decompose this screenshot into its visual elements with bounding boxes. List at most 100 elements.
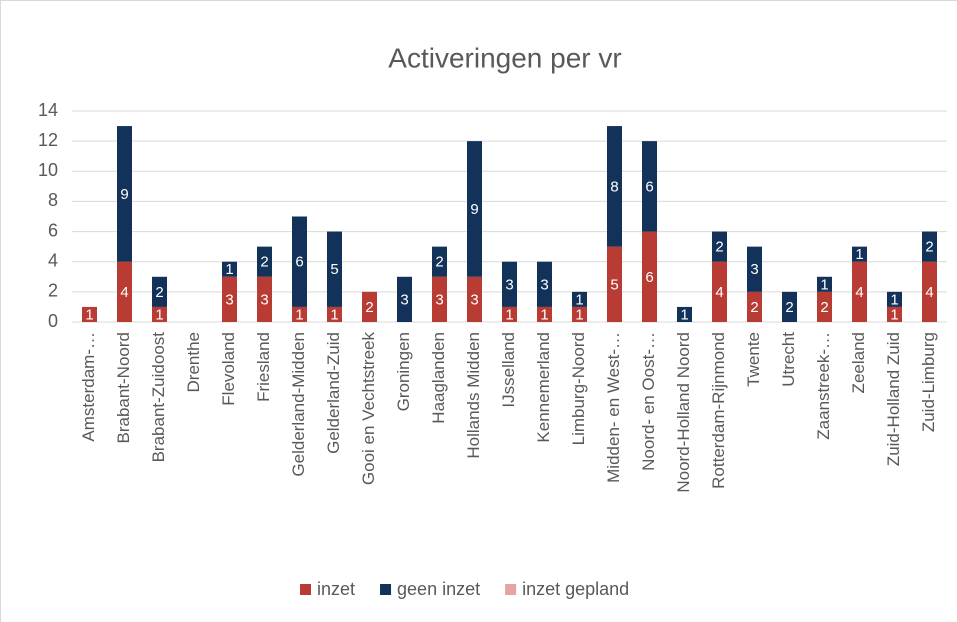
data-label: 5 [330, 261, 338, 278]
x-tick-label: Utrecht [779, 332, 798, 387]
data-label: 3 [470, 291, 478, 308]
bar-segment [537, 261, 552, 307]
data-label: 6 [645, 178, 653, 195]
bar-segment [502, 261, 517, 307]
data-label: 4 [925, 284, 933, 301]
bar-segment [677, 306, 692, 322]
data-label: 4 [855, 284, 863, 301]
data-label: 3 [260, 291, 268, 308]
bar-segment [572, 291, 587, 307]
bar-segment [712, 261, 727, 322]
x-tick-label: Twente [744, 332, 763, 387]
y-tick-label: 8 [48, 190, 58, 210]
data-label: 3 [435, 291, 443, 308]
bar-segment [152, 276, 167, 307]
data-label: 1 [575, 291, 583, 308]
x-tick-label: Drenthe [184, 332, 203, 392]
data-label: 1 [295, 306, 303, 323]
x-tick-label: Limburg-Noord [569, 332, 588, 445]
x-tick-label: Brabant-Zuidoost [149, 332, 168, 463]
bar-segment [432, 246, 447, 277]
bar-segment [817, 291, 832, 322]
x-tick-label: Gelderland-Zuid [324, 332, 343, 454]
data-label: 1 [225, 261, 233, 278]
x-tick-label: Gelderland-Midden [289, 332, 308, 477]
x-tick-label: Hollands Midden [464, 332, 483, 459]
y-tick-label: 10 [38, 160, 58, 180]
bar-segment [467, 141, 482, 277]
bar-segment [887, 306, 902, 322]
bar-segment [257, 246, 272, 277]
y-tick-label: 4 [48, 250, 58, 270]
y-tick-label: 0 [48, 311, 58, 331]
data-label: 1 [680, 306, 688, 323]
bar-segment [117, 261, 132, 322]
data-label: 2 [925, 239, 933, 256]
data-label: 2 [155, 284, 163, 301]
y-tick-label: 14 [38, 100, 58, 120]
bar-segment [607, 126, 622, 247]
bar-segment [747, 291, 762, 322]
data-label: 1 [575, 306, 583, 323]
data-label: 2 [750, 299, 758, 316]
data-label: 2 [715, 239, 723, 256]
legend-label: inzet gepland [522, 579, 629, 599]
bar-segment [222, 276, 237, 322]
x-tick-label: Zaanstreek-… [814, 332, 833, 440]
data-label: 2 [785, 299, 793, 316]
data-label: 1 [330, 306, 338, 323]
data-label: 1 [820, 276, 828, 293]
bar-segment [852, 246, 867, 262]
data-label: 2 [260, 254, 268, 271]
data-label: 3 [540, 276, 548, 293]
data-label: 2 [365, 299, 373, 316]
bar-segment [782, 291, 797, 322]
data-label: 2 [820, 299, 828, 316]
legend-label: geen inzet [397, 579, 480, 599]
data-label: 4 [120, 284, 128, 301]
bar-segment [117, 126, 132, 262]
bar-segment [292, 216, 307, 307]
x-tick-label: Rotterdam-Rijnmond [709, 332, 728, 489]
bar-segment [747, 246, 762, 292]
data-label: 1 [855, 246, 863, 263]
bar-segment [572, 306, 587, 322]
data-label: 9 [120, 186, 128, 203]
data-label: 2 [435, 254, 443, 271]
y-tick-label: 12 [38, 130, 58, 150]
bar-segment [327, 231, 342, 307]
data-label: 3 [750, 261, 758, 278]
bar-segment [642, 231, 657, 322]
data-label: 6 [295, 254, 303, 271]
x-tick-label: IJsselland [499, 332, 518, 408]
data-label: 1 [540, 306, 548, 323]
data-label: 1 [155, 306, 163, 323]
data-label: 1 [505, 306, 513, 323]
bar-segment [257, 276, 272, 322]
bar-segment [852, 261, 867, 322]
chart-title: Activeringen per vr [388, 42, 621, 73]
data-label: 3 [400, 291, 408, 308]
x-tick-label: Haaglanden [429, 332, 448, 424]
y-tick-label: 2 [48, 281, 58, 301]
bar-segment [82, 306, 97, 322]
legend-swatch [505, 584, 517, 595]
bar-segment [712, 231, 727, 262]
data-label: 1 [890, 291, 898, 308]
x-tick-label: Flevoland [219, 332, 238, 406]
data-label: 1 [85, 306, 93, 323]
x-tick-label: Kennemerland [534, 332, 553, 443]
x-tick-label: Zuid-Holland Zuid [884, 332, 903, 466]
data-label: 1 [890, 306, 898, 323]
data-label: 4 [715, 284, 723, 301]
bar-segment [292, 306, 307, 322]
bar-segment [817, 276, 832, 292]
data-label: 8 [610, 178, 618, 195]
data-label: 6 [645, 269, 653, 286]
legend-swatch [300, 584, 311, 595]
bar-segment [642, 141, 657, 232]
bar-segment [397, 276, 412, 322]
x-tick-label: Amsterdam-… [79, 332, 98, 442]
bar-segment [432, 276, 447, 322]
x-tick-label: Noord- en Oost-… [639, 332, 658, 471]
